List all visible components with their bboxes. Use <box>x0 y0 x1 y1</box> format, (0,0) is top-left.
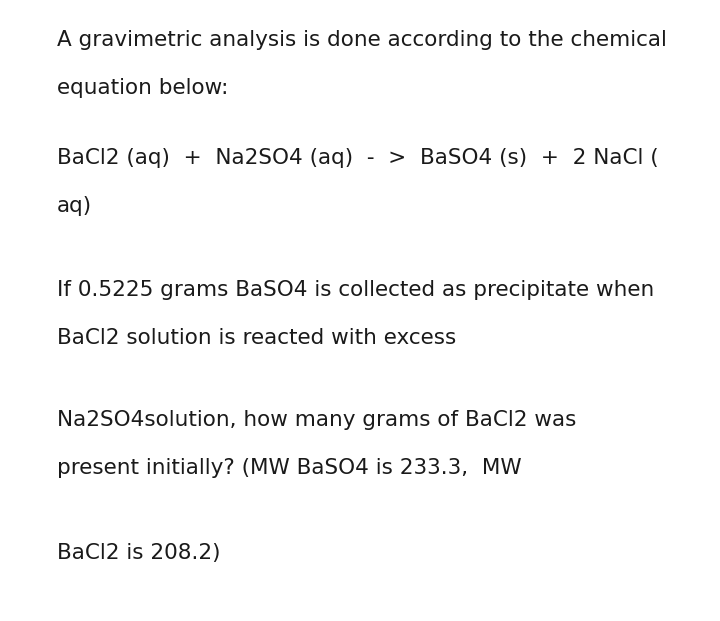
Text: BaCl2 (aq)  +  Na2SO4 (aq)  -  >  BaSO4 (s)  +  2 NaCl (: BaCl2 (aq) + Na2SO4 (aq) - > BaSO4 (s) +… <box>57 148 659 168</box>
Text: If 0.5225 grams BaSO4 is collected as precipitate when: If 0.5225 grams BaSO4 is collected as pr… <box>57 280 654 300</box>
Text: BaCl2 solution is reacted with excess: BaCl2 solution is reacted with excess <box>57 328 456 348</box>
Text: equation below:: equation below: <box>57 78 228 98</box>
Text: present initially? (MW BaSO4 is 233.3,  MW: present initially? (MW BaSO4 is 233.3, M… <box>57 458 521 478</box>
Text: aq): aq) <box>57 196 92 216</box>
Text: Na2SO4solution, how many grams of BaCl2 was: Na2SO4solution, how many grams of BaCl2 … <box>57 410 577 430</box>
Text: A gravimetric analysis is done according to the chemical: A gravimetric analysis is done according… <box>57 30 667 50</box>
Text: BaCl2 is 208.2): BaCl2 is 208.2) <box>57 543 220 563</box>
